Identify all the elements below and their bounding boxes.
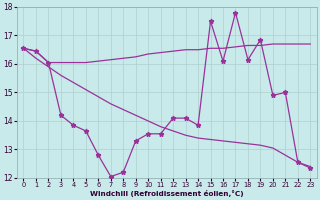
X-axis label: Windchill (Refroidissement éolien,°C): Windchill (Refroidissement éolien,°C) [90,190,244,197]
